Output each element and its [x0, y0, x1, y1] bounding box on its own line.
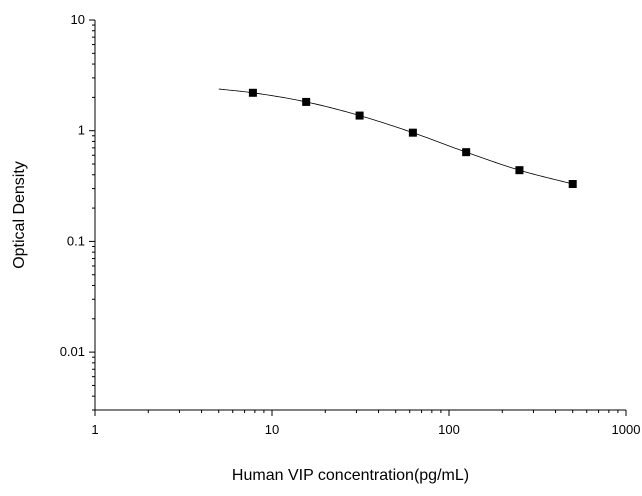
y-tick-label: 0.1	[67, 233, 85, 248]
x-axis-title: Human VIP concentration(pg/mL)	[232, 467, 469, 484]
tick-labels: 1 10 100 1000 0.01 0.1 1 10	[60, 12, 641, 437]
data-point	[462, 148, 471, 157]
y-tick-label: 0.01	[60, 344, 85, 359]
data-point	[568, 180, 577, 189]
x-tick-label: 1000	[612, 422, 641, 437]
data-point	[408, 128, 417, 137]
data-point	[515, 166, 524, 175]
data-point	[248, 88, 257, 97]
ticks	[89, 19, 627, 416]
data-point	[355, 111, 364, 120]
axes	[94, 20, 626, 411]
data-points	[248, 88, 577, 189]
fit-curve	[218, 88, 573, 185]
y-tick-label: 10	[71, 12, 85, 27]
x-tick-label: 1	[91, 422, 98, 437]
y-tick-label: 1	[78, 123, 85, 138]
y-axis-title: Optical Density	[11, 161, 28, 269]
x-tick-label: 100	[438, 422, 460, 437]
x-tick-label: 10	[265, 422, 279, 437]
data-point	[302, 97, 311, 106]
